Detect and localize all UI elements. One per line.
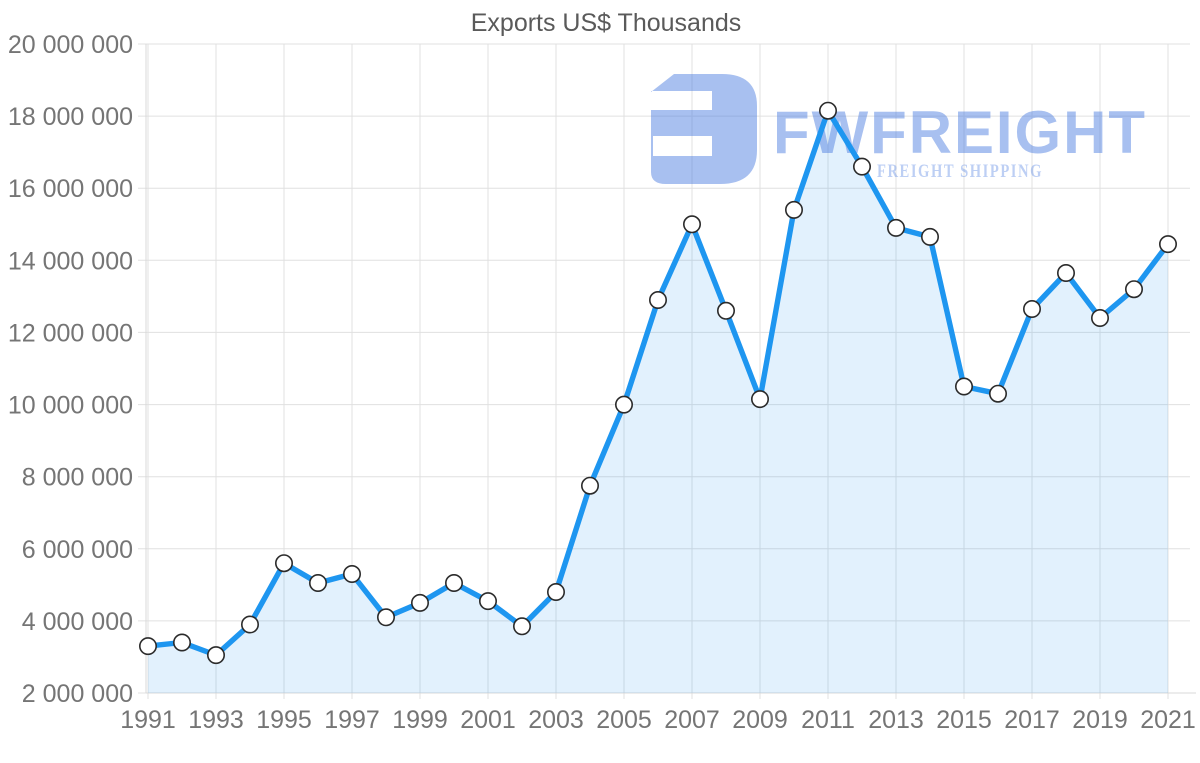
- data-point-marker[interactable]: [241, 615, 260, 634]
- data-point-marker[interactable]: [1159, 235, 1178, 254]
- data-point-marker[interactable]: [818, 101, 837, 120]
- x-axis-label: 2015: [936, 706, 992, 734]
- axes-layer: [145, 44, 1196, 694]
- x-axis-label: 1999: [392, 706, 448, 734]
- data-point-marker[interactable]: [920, 227, 939, 246]
- data-point-marker[interactable]: [546, 582, 565, 601]
- x-axis-label: 2021: [1140, 706, 1196, 734]
- y-axis-label: 18 000 000: [8, 103, 133, 131]
- x-axis-label: 2019: [1072, 706, 1128, 734]
- x-axis-label: 1995: [256, 706, 312, 734]
- y-axis-label: 14 000 000: [8, 247, 133, 275]
- area-fill: [148, 110, 1168, 693]
- data-point-marker[interactable]: [784, 200, 803, 219]
- watermark-tagline-text: FREIGHT SHIPPING: [877, 161, 1043, 182]
- y-axis-label: 4 000 000: [22, 608, 133, 636]
- data-point-marker[interactable]: [580, 476, 599, 495]
- data-point-marker[interactable]: [648, 290, 667, 309]
- x-axis-label: 2009: [732, 706, 788, 734]
- data-point-marker[interactable]: [274, 554, 293, 573]
- x-axis-label: 2017: [1004, 706, 1060, 734]
- axis-labels-layer: 2 000 000 4 000 000 6 000 000 8 000 000 10 0…: [8, 31, 1196, 734]
- y-axis-label: 8 000 000: [22, 464, 133, 492]
- x-axis-label: 2011: [801, 706, 855, 734]
- x-axis-label: 2001: [460, 706, 516, 734]
- x-axis-label: 2003: [528, 706, 584, 734]
- watermark-logo-icon: [651, 74, 757, 184]
- data-point-marker[interactable]: [308, 573, 327, 592]
- data-point-marker[interactable]: [886, 218, 905, 237]
- data-point-marker[interactable]: [139, 637, 158, 656]
- x-axis-label: 1991: [120, 706, 176, 734]
- data-point-marker[interactable]: [1125, 280, 1144, 299]
- data-point-marker[interactable]: [1057, 263, 1076, 282]
- y-axis-label: 12 000 000: [8, 319, 133, 347]
- x-axis-label: 1993: [188, 706, 244, 734]
- grid-layer: [138, 43, 1190, 699]
- data-point-marker[interactable]: [173, 633, 192, 652]
- y-axis-label: 6 000 000: [22, 536, 133, 564]
- data-point-marker[interactable]: [682, 215, 701, 234]
- data-point-marker[interactable]: [444, 573, 463, 592]
- area-layer: [148, 110, 1168, 693]
- data-point-marker[interactable]: [512, 617, 531, 636]
- data-point-marker[interactable]: [614, 395, 633, 414]
- y-axis-label: 16 000 000: [8, 175, 133, 203]
- x-axis-label: 2005: [596, 706, 652, 734]
- data-point-marker[interactable]: [376, 608, 395, 627]
- y-axis-label: 20 000 000: [8, 31, 133, 59]
- data-point-marker[interactable]: [1022, 299, 1041, 318]
- data-point-marker[interactable]: [954, 377, 973, 396]
- chart-title: Exports US$ Thousands: [471, 9, 742, 37]
- y-axis-label: 10 000 000: [8, 392, 133, 420]
- series-layer: [139, 101, 1178, 665]
- x-axis-label: 1997: [324, 706, 380, 734]
- data-point-marker[interactable]: [1091, 308, 1110, 327]
- data-point-marker[interactable]: [988, 384, 1007, 403]
- y-axis-label: 2 000 000: [22, 680, 133, 708]
- data-point-marker[interactable]: [750, 390, 769, 409]
- data-point-marker[interactable]: [478, 592, 497, 611]
- watermark-layer: FWFREIGHT FREIGHT SHIPPING: [651, 74, 1145, 184]
- x-axis-label: 2007: [664, 706, 720, 734]
- data-point-marker[interactable]: [410, 593, 429, 612]
- data-point-marker[interactable]: [207, 646, 226, 665]
- x-axis-label: 2013: [868, 706, 924, 734]
- data-point-marker[interactable]: [716, 301, 735, 320]
- data-point-marker[interactable]: [342, 564, 361, 583]
- data-point-marker[interactable]: [852, 157, 871, 176]
